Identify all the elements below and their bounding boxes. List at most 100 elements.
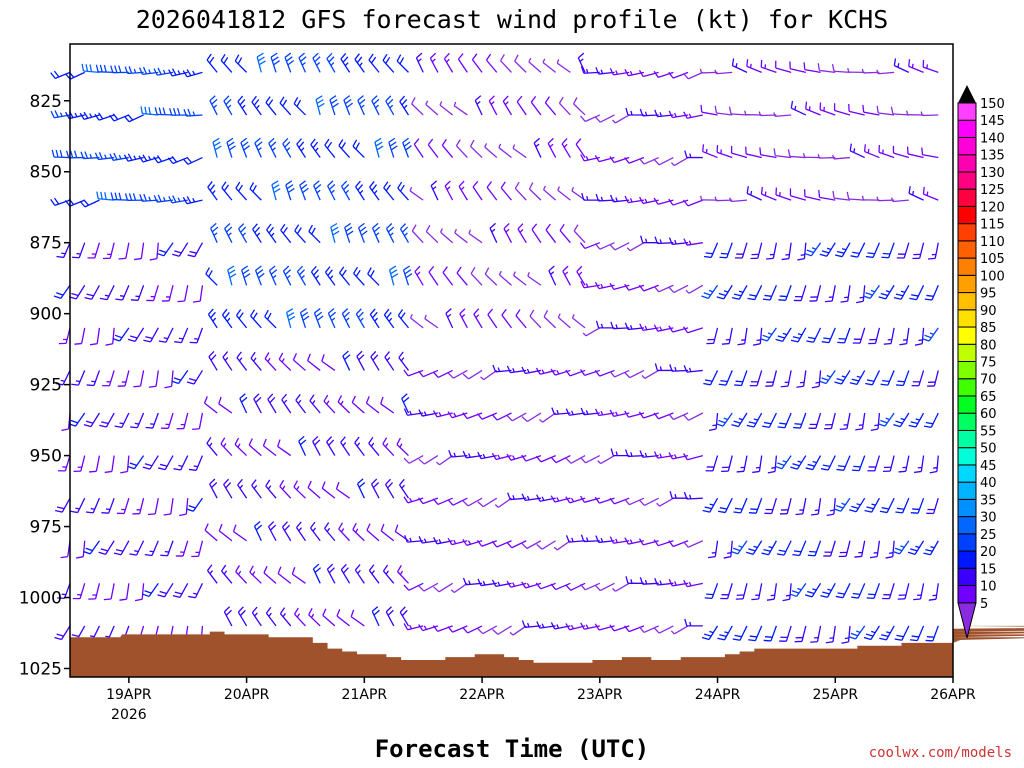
wind-barb xyxy=(527,272,542,286)
barb-shaft xyxy=(858,455,866,471)
wind-barb xyxy=(89,327,101,346)
wind-barb xyxy=(820,455,836,471)
wind-barb xyxy=(336,609,351,627)
barb-shaft xyxy=(77,497,86,513)
barb-flag xyxy=(852,251,860,255)
barb-shaft xyxy=(817,498,822,515)
barb-flag xyxy=(488,95,495,102)
barb-half-flag xyxy=(257,147,262,151)
wind-barb xyxy=(380,523,395,542)
credit-link[interactable]: coolwx.com/models xyxy=(869,745,1012,761)
barb-flag xyxy=(329,95,337,101)
barb-flag xyxy=(839,428,847,430)
barb-shaft xyxy=(172,156,188,165)
barb-flag xyxy=(775,338,783,343)
barb-flag xyxy=(370,56,377,64)
barb-flag xyxy=(733,420,741,424)
wind-barb xyxy=(796,370,807,388)
barb-flag xyxy=(186,508,194,512)
barb-shaft xyxy=(133,455,145,470)
barb-half-flag xyxy=(331,317,336,322)
barb-shaft xyxy=(915,284,925,300)
barb-flag xyxy=(462,538,468,546)
barb-shaft xyxy=(585,455,601,464)
barb-shaft xyxy=(531,229,542,244)
barb-shaft xyxy=(94,242,101,259)
wind-barb xyxy=(927,370,939,387)
barb-flag xyxy=(820,595,828,598)
barb-flag xyxy=(760,186,763,195)
wind-barb xyxy=(356,350,365,371)
wind-barb xyxy=(819,242,836,257)
wind-barb xyxy=(501,308,513,329)
barb-flag xyxy=(668,286,675,293)
barb-half-flag xyxy=(148,196,151,201)
barb-shaft xyxy=(833,156,851,160)
wind-barb xyxy=(192,285,204,303)
barb-flag xyxy=(282,521,288,528)
barb-flag xyxy=(750,508,758,511)
barb-half-flag xyxy=(296,485,300,491)
barb-half-flag xyxy=(870,289,876,293)
barb-half-flag xyxy=(239,484,244,489)
wind-barb xyxy=(447,625,468,633)
wind-barb xyxy=(472,180,483,201)
colorbar-segment xyxy=(957,516,977,535)
wind-barb xyxy=(594,369,615,377)
barb-flag xyxy=(565,623,571,631)
barb-flag xyxy=(176,107,181,116)
barb-flag xyxy=(639,108,644,117)
barb-shaft xyxy=(658,284,674,293)
barb-flag xyxy=(84,296,92,300)
wind-barb xyxy=(265,479,277,499)
barb-half-flag xyxy=(644,579,648,585)
wind-barb xyxy=(760,186,777,201)
wind-barb xyxy=(609,369,630,378)
barb-flag xyxy=(84,151,89,159)
wind-barb xyxy=(896,370,910,387)
wind-barb xyxy=(721,455,733,473)
wind-barb xyxy=(308,608,321,627)
wind-barb xyxy=(639,108,659,117)
barb-flag xyxy=(624,283,630,291)
barb-flag xyxy=(355,308,362,315)
barb-flag xyxy=(188,377,197,382)
barb-flag xyxy=(559,224,565,231)
wind-barb xyxy=(818,370,836,385)
wind-barb xyxy=(444,180,454,201)
barb-shaft xyxy=(250,315,262,329)
wind-barb xyxy=(158,455,174,471)
barb-flag xyxy=(218,523,223,532)
barb-flag xyxy=(130,335,138,339)
barb-half-flag xyxy=(497,581,501,586)
wind-barb xyxy=(908,59,924,73)
barb-half-flag xyxy=(570,624,575,630)
barb-shaft xyxy=(498,497,512,508)
wind-barb xyxy=(172,242,189,257)
barb-shaft xyxy=(687,540,704,548)
barb-shaft xyxy=(486,59,498,73)
wind-barb xyxy=(484,143,498,159)
barb-shaft xyxy=(178,242,189,257)
wind-barb xyxy=(399,223,410,244)
colorbar-segment xyxy=(957,205,977,225)
barb-half-flag xyxy=(729,197,732,202)
wind-barb xyxy=(924,285,939,301)
barb-flag xyxy=(257,56,265,62)
barb-half-flag xyxy=(119,422,124,425)
wind-barb xyxy=(310,521,321,542)
y-tick-label: 1025 xyxy=(19,659,62,679)
barb-shaft xyxy=(78,242,86,258)
barb-shaft xyxy=(428,271,439,286)
barb-flag xyxy=(71,292,79,297)
wind-barb xyxy=(458,180,468,201)
barb-flag xyxy=(447,626,454,633)
barb-shaft xyxy=(474,100,483,116)
barb-flag xyxy=(158,107,162,115)
wind-barb xyxy=(264,352,277,371)
barb-shaft xyxy=(802,370,807,387)
wind-barb xyxy=(683,491,703,500)
barb-flag xyxy=(624,322,629,330)
wind-barb xyxy=(834,242,851,258)
barb-half-flag xyxy=(162,69,166,75)
